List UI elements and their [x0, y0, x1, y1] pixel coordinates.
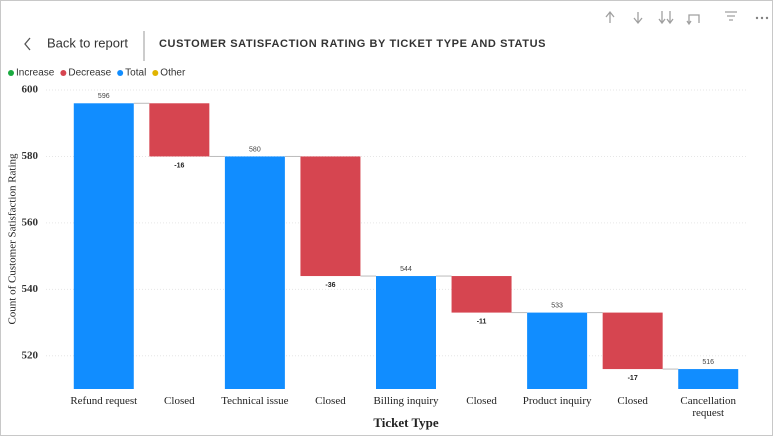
bar [300, 156, 361, 277]
data-label: 516 [702, 359, 714, 366]
legend-marker [60, 70, 67, 76]
legend-label: Total [125, 68, 146, 79]
x-tick-label: Closed [164, 395, 195, 407]
data-label: 544 [400, 266, 412, 273]
x-tick-label: Cancellation request [680, 395, 737, 419]
legend-label: Decrease [68, 68, 111, 79]
toolbar-icons [605, 10, 737, 26]
bar [527, 312, 588, 389]
y-tick-label: 560 [22, 216, 39, 228]
data-label: -11 [477, 318, 487, 325]
bar [376, 276, 436, 389]
bar [149, 103, 210, 157]
bar [224, 156, 285, 389]
bar [678, 369, 739, 389]
legend-marker [117, 70, 124, 76]
filter-icon[interactable] [725, 11, 737, 21]
legend-label: Other [160, 68, 186, 79]
data-label: 580 [249, 146, 261, 153]
y-axis-title: Count of Customer Satisfaction Rating [7, 153, 19, 325]
x-tick-label: Closed [315, 395, 346, 407]
x-tick-label: Billing inquiry [373, 395, 439, 407]
data-label: -36 [325, 282, 335, 289]
x-tick-label: Closed [466, 395, 497, 407]
data-label: -17 [628, 375, 638, 382]
bar [602, 312, 663, 370]
y-tick-label: 520 [22, 349, 39, 361]
x-tick-label: Closed [617, 395, 648, 407]
bar [73, 103, 134, 390]
x-tick-label: Product inquiry [522, 395, 592, 407]
legend-label: Increase [16, 68, 55, 79]
legend-marker [8, 70, 14, 76]
chart-title: CUSTOMER SATISFACTION RATING BY TICKET T… [159, 38, 546, 50]
y-tick-label: 540 [22, 283, 39, 295]
x-tick-label: Technical issue [221, 395, 289, 407]
back-button[interactable]: Back to report [47, 35, 128, 50]
x-tick-label: Refund request [70, 395, 138, 407]
y-tick-label: 580 [22, 150, 39, 162]
legend-marker [152, 70, 159, 76]
data-label: 533 [551, 302, 563, 309]
y-tick-label: 600 [22, 84, 39, 96]
data-label: -16 [174, 162, 184, 169]
bar [451, 276, 512, 313]
back-arrow[interactable] [24, 37, 31, 51]
more-icon[interactable] [755, 16, 769, 20]
x-axis-title: Ticket Type [373, 415, 439, 430]
data-label: 596 [98, 93, 110, 100]
